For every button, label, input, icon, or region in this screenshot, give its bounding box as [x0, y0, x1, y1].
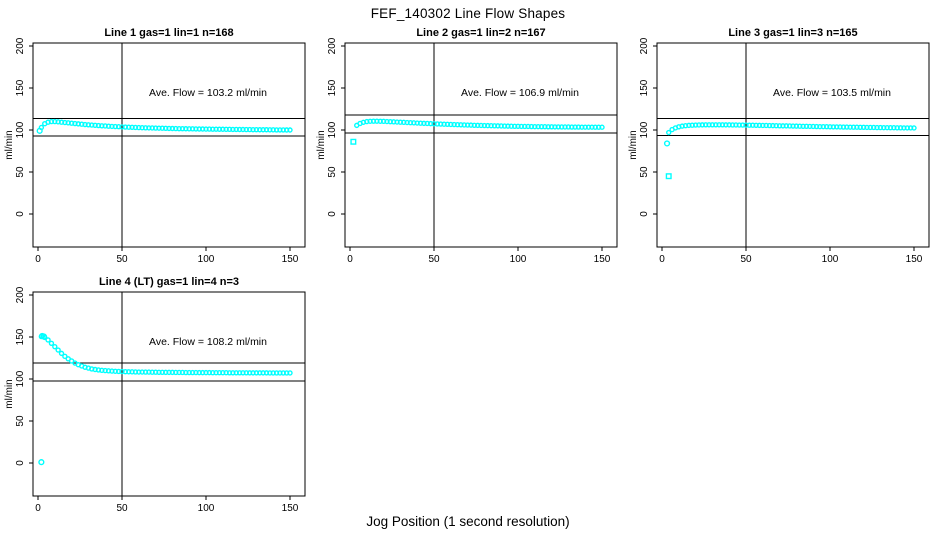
y-tick-label: 200: [327, 37, 338, 54]
data-point: [599, 124, 605, 130]
x-tick-label: 50: [740, 254, 752, 265]
y-tick-label: 50: [327, 166, 338, 178]
figure-title: FEF_140302 Line Flow Shapes: [370, 6, 566, 21]
plot-box: [32, 291, 306, 497]
panel-4: 0 50 100 150 0 50 100 150 200 ml/min Line 4 (LT) g…: [4, 276, 306, 514]
y-tick-label: 50: [15, 415, 26, 427]
y-tick-label: 100: [327, 121, 338, 138]
outlier-point-circle: [38, 459, 45, 466]
y-tick-label: 200: [15, 286, 26, 303]
x-tick-label: 150: [594, 254, 611, 265]
data-point: [287, 370, 293, 376]
y-tick-label: 150: [327, 79, 338, 96]
y-tick-label: 0: [15, 460, 26, 466]
data-point: [55, 347, 61, 353]
data-point: [45, 337, 51, 343]
panel-1: 0 50 100 150 0 50 100 150 200 ml/min Line 1 gas=1 …: [4, 27, 306, 265]
x-tick-label: 100: [198, 503, 215, 514]
y-axis-label: ml/min: [628, 130, 639, 159]
outlier-point-square: [350, 138, 357, 145]
y-axis-label: ml/min: [316, 130, 327, 159]
x-tick-label: 50: [116, 254, 128, 265]
x-tick-label: 100: [198, 254, 215, 265]
panel-title: Line 1 gas=1 lin=1 n=168: [104, 27, 233, 39]
data-point: [52, 343, 58, 350]
y-tick-label: 50: [15, 166, 26, 178]
ave-flow-annotation: Ave. Flow = 103.2 ml/min: [149, 87, 267, 99]
plot-box: [656, 42, 930, 248]
x-tick-label: 0: [347, 254, 353, 265]
x-tick-label: 150: [282, 503, 299, 514]
y-tick-label: 0: [639, 211, 650, 217]
panel-title: Line 2 gas=1 lin=2 n=167: [416, 27, 545, 39]
y-axis-label: ml/min: [4, 130, 15, 159]
x-tick-label: 100: [510, 254, 527, 265]
plot-box: [344, 42, 618, 248]
outlier-point-square: [665, 173, 672, 180]
y-tick-label: 100: [15, 370, 26, 387]
data-point: [666, 129, 672, 136]
x-tick-label: 0: [35, 503, 41, 514]
data-point: [911, 125, 917, 131]
ave-flow-annotation: Ave. Flow = 108.2 ml/min: [149, 336, 267, 348]
y-tick-label: 150: [15, 79, 26, 96]
ave-flow-annotation: Ave. Flow = 103.5 ml/min: [773, 87, 891, 99]
y-tick-label: 50: [639, 166, 650, 178]
x-tick-label: 50: [428, 254, 440, 265]
y-tick-label: 200: [639, 37, 650, 54]
x-tick-label: 100: [822, 254, 839, 265]
x-tick-label: 50: [116, 503, 128, 514]
x-tick-label: 0: [659, 254, 665, 265]
x-tick-label: 150: [282, 254, 299, 265]
outlier-point-circle: [36, 127, 43, 134]
outlier-point-circle: [663, 140, 671, 147]
data-points: [38, 332, 293, 466]
y-tick-label: 0: [15, 211, 26, 217]
x-tick-label: 0: [35, 254, 41, 265]
data-points: [663, 122, 917, 180]
x-tick-label: 150: [906, 254, 923, 265]
data-point: [287, 127, 293, 133]
y-tick-label: 0: [327, 211, 338, 217]
data-point: [62, 353, 68, 360]
y-tick-label: 150: [15, 328, 26, 345]
y-tick-label: 100: [639, 121, 650, 138]
panel-title: Line 3 gas=1 lin=3 n=165: [728, 27, 857, 39]
panel-title: Line 4 (LT) gas=1 lin=4 n=3: [99, 276, 239, 288]
data-point: [48, 340, 55, 346]
x-axis-label: Jog Position (1 second resolution): [366, 514, 570, 529]
panel-2: 0 50 100 150 0 50 100 150 200 ml/min Line 2 gas=1 …: [316, 27, 618, 265]
y-tick-label: 100: [15, 121, 26, 138]
data-points: [350, 118, 605, 145]
outlier-point-circle: [40, 333, 47, 340]
data-points: [36, 118, 293, 134]
plot-box: [32, 42, 306, 248]
panel-3: 0 50 100 150 0 50 100 150 200 ml/min Line 3 gas=1 …: [628, 27, 930, 265]
y-axis-label: ml/min: [4, 379, 15, 408]
y-tick-label: 200: [15, 37, 26, 54]
y-tick-label: 150: [639, 79, 650, 96]
data-point: [58, 350, 65, 357]
ave-flow-annotation: Ave. Flow = 106.9 ml/min: [461, 87, 579, 99]
